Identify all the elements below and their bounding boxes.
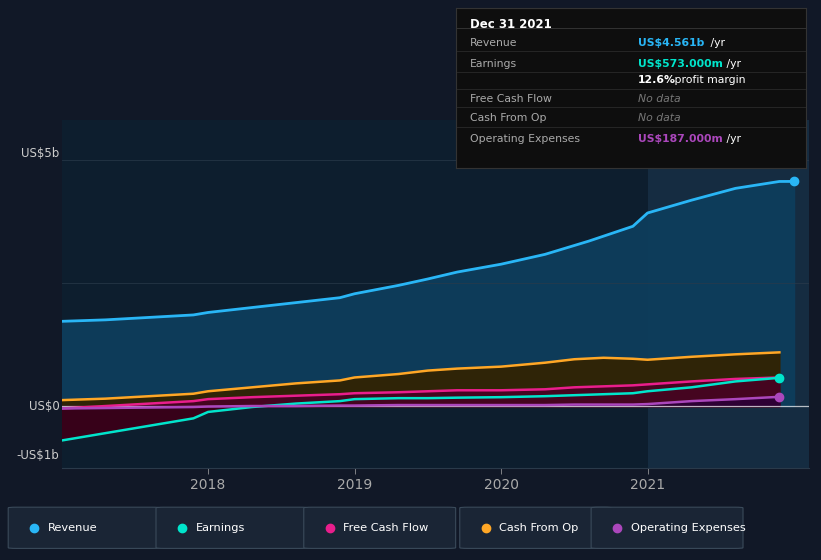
FancyBboxPatch shape	[8, 507, 160, 548]
Text: 12.6%: 12.6%	[638, 76, 676, 86]
Text: US$573.000m: US$573.000m	[638, 59, 722, 69]
Text: /yr: /yr	[722, 59, 741, 69]
Text: No data: No data	[638, 113, 681, 123]
Text: Cash From Op: Cash From Op	[470, 113, 546, 123]
Text: US$0: US$0	[29, 399, 59, 413]
Text: Free Cash Flow: Free Cash Flow	[343, 523, 429, 533]
Bar	[648, 120, 809, 468]
Text: Revenue: Revenue	[470, 38, 517, 48]
Text: /yr: /yr	[708, 38, 726, 48]
Text: -US$1b: -US$1b	[16, 449, 59, 462]
FancyBboxPatch shape	[460, 507, 612, 548]
Text: Operating Expenses: Operating Expenses	[470, 134, 580, 144]
Text: Cash From Op: Cash From Op	[499, 523, 579, 533]
Text: US$4.561b: US$4.561b	[638, 38, 704, 48]
Text: profit margin: profit margin	[672, 76, 745, 86]
Text: Earnings: Earnings	[195, 523, 245, 533]
Text: Earnings: Earnings	[470, 59, 516, 69]
FancyBboxPatch shape	[156, 507, 308, 548]
FancyBboxPatch shape	[591, 507, 743, 548]
Text: US$187.000m: US$187.000m	[638, 134, 722, 144]
Text: Revenue: Revenue	[48, 523, 97, 533]
Text: No data: No data	[638, 94, 681, 104]
FancyBboxPatch shape	[304, 507, 456, 548]
Text: Free Cash Flow: Free Cash Flow	[470, 94, 552, 104]
Text: Dec 31 2021: Dec 31 2021	[470, 18, 552, 31]
Text: US$5b: US$5b	[21, 147, 59, 160]
Text: Operating Expenses: Operating Expenses	[631, 523, 745, 533]
Text: /yr: /yr	[722, 134, 741, 144]
